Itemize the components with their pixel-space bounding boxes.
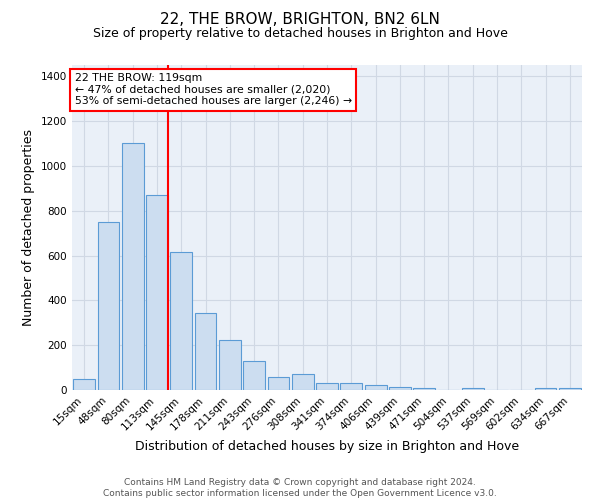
Bar [340,384,362,390]
Bar [365,385,386,390]
Bar [559,388,581,390]
Bar [413,388,435,390]
Bar [97,222,119,390]
Bar [389,386,411,390]
Bar [219,340,241,390]
Bar [73,380,95,390]
Bar [535,388,556,390]
X-axis label: Distribution of detached houses by size in Brighton and Hove: Distribution of detached houses by size … [135,440,519,453]
Bar [268,376,289,390]
Bar [146,195,168,390]
Bar [170,252,192,390]
Bar [243,361,265,390]
Bar [462,388,484,390]
Text: Contains HM Land Registry data © Crown copyright and database right 2024.
Contai: Contains HM Land Registry data © Crown c… [103,478,497,498]
Text: 22, THE BROW, BRIGHTON, BN2 6LN: 22, THE BROW, BRIGHTON, BN2 6LN [160,12,440,28]
Bar [194,312,217,390]
Y-axis label: Number of detached properties: Number of detached properties [22,129,35,326]
Text: Size of property relative to detached houses in Brighton and Hove: Size of property relative to detached ho… [92,28,508,40]
Text: 22 THE BROW: 119sqm
← 47% of detached houses are smaller (2,020)
53% of semi-det: 22 THE BROW: 119sqm ← 47% of detached ho… [74,73,352,106]
Bar [122,144,143,390]
Bar [316,383,338,390]
Bar [292,374,314,390]
